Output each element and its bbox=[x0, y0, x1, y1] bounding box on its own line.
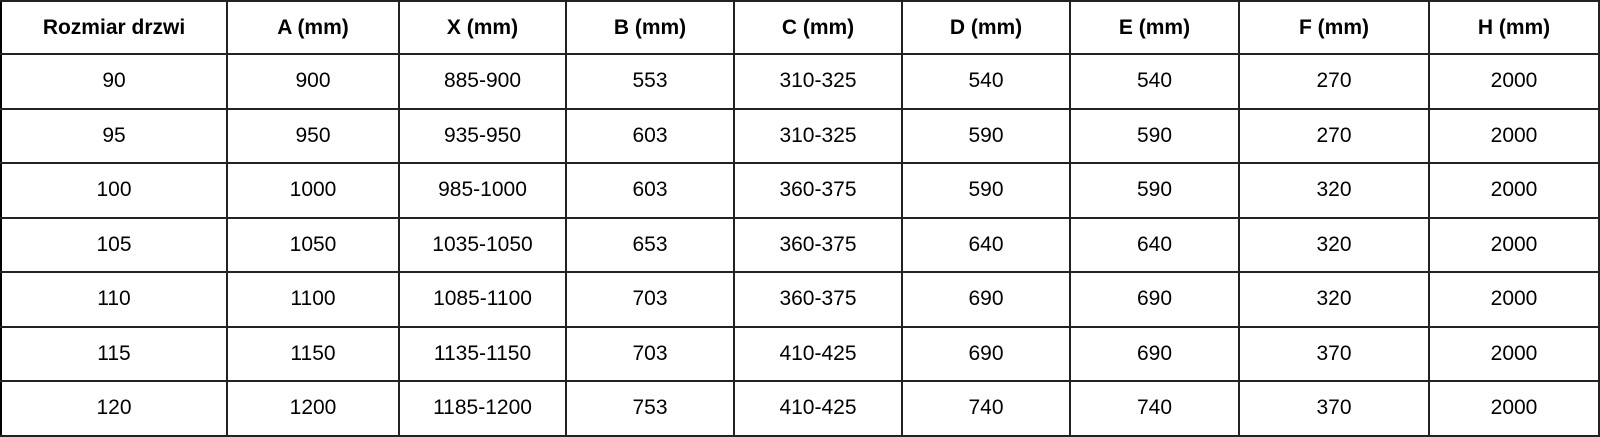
table-cell: 640 bbox=[1069, 216, 1240, 273]
table-cell: 310-325 bbox=[733, 107, 903, 164]
table-cell: 590 bbox=[901, 107, 1071, 164]
table-cell: 2000 bbox=[1428, 380, 1600, 437]
table-cell: 1200 bbox=[226, 380, 400, 437]
table-cell: 590 bbox=[1069, 107, 1240, 164]
table-cell: 885-900 bbox=[398, 53, 567, 110]
table-cell: 1135-1150 bbox=[398, 325, 567, 382]
column-header: B (mm) bbox=[565, 0, 735, 55]
table-row: 95 950 935-950 603 310-325 590 590 270 2000 bbox=[0, 107, 1600, 164]
table-cell: 120 bbox=[0, 380, 228, 437]
table-cell: 1035-1050 bbox=[398, 216, 567, 273]
column-header: X (mm) bbox=[398, 0, 567, 55]
table-cell: 270 bbox=[1238, 53, 1430, 110]
table-cell: 370 bbox=[1238, 325, 1430, 382]
table-cell: 360-375 bbox=[733, 271, 903, 328]
table-cell: 753 bbox=[565, 380, 735, 437]
table-cell: 540 bbox=[901, 53, 1071, 110]
table-cell: 320 bbox=[1238, 162, 1430, 219]
header-row: Rozmiar drzwi A (mm) X (mm) B (mm) C (mm) D (… bbox=[0, 0, 1600, 55]
table-cell: 320 bbox=[1238, 216, 1430, 273]
table-cell: 740 bbox=[1069, 380, 1240, 437]
table-cell: 900 bbox=[226, 53, 400, 110]
column-header: A (mm) bbox=[226, 0, 400, 55]
table-row: 110 1100 1085-1100 703 360-375 690 690 320 2000 bbox=[0, 271, 1600, 328]
table-cell: 590 bbox=[1069, 162, 1240, 219]
table-cell: 2000 bbox=[1428, 162, 1600, 219]
table-cell: 2000 bbox=[1428, 53, 1600, 110]
table-cell: 1150 bbox=[226, 325, 400, 382]
table-row: 100 1000 985-1000 603 360-375 590 590 320 2000 bbox=[0, 162, 1600, 219]
table-cell: 653 bbox=[565, 216, 735, 273]
table-cell: 703 bbox=[565, 325, 735, 382]
table-cell: 740 bbox=[901, 380, 1071, 437]
table-row: 115 1150 1135-1150 703 410-425 690 690 370 2000 bbox=[0, 325, 1600, 382]
table-cell: 1100 bbox=[226, 271, 400, 328]
column-header: F (mm) bbox=[1238, 0, 1430, 55]
table-row: 90 900 885-900 553 310-325 540 540 270 2000 bbox=[0, 53, 1600, 110]
table-cell: 410-425 bbox=[733, 380, 903, 437]
table-cell: 110 bbox=[0, 271, 228, 328]
table-cell: 690 bbox=[901, 271, 1071, 328]
table-cell: 950 bbox=[226, 107, 400, 164]
table-cell: 270 bbox=[1238, 107, 1430, 164]
table-cell: 115 bbox=[0, 325, 228, 382]
table-cell: 603 bbox=[565, 162, 735, 219]
table-row: 120 1200 1185-1200 753 410-425 740 740 370 2000 bbox=[0, 380, 1600, 437]
table-cell: 90 bbox=[0, 53, 228, 110]
table-cell: 2000 bbox=[1428, 216, 1600, 273]
table-cell: 553 bbox=[565, 53, 735, 110]
table-cell: 1085-1100 bbox=[398, 271, 567, 328]
table-cell: 95 bbox=[0, 107, 228, 164]
table-cell: 603 bbox=[565, 107, 735, 164]
table-cell: 690 bbox=[1069, 325, 1240, 382]
table-cell: 360-375 bbox=[733, 216, 903, 273]
table-cell: 690 bbox=[901, 325, 1071, 382]
table-cell: 935-950 bbox=[398, 107, 567, 164]
table-cell: 2000 bbox=[1428, 325, 1600, 382]
table-cell: 1050 bbox=[226, 216, 400, 273]
column-header: D (mm) bbox=[901, 0, 1071, 55]
table-cell: 590 bbox=[901, 162, 1071, 219]
table-cell: 1185-1200 bbox=[398, 380, 567, 437]
table-cell: 310-325 bbox=[733, 53, 903, 110]
table-cell: 360-375 bbox=[733, 162, 903, 219]
table-row: 105 1050 1035-1050 653 360-375 640 640 320 2000 bbox=[0, 216, 1600, 273]
table-cell: 540 bbox=[1069, 53, 1240, 110]
table-cell: 100 bbox=[0, 162, 228, 219]
table-cell: 105 bbox=[0, 216, 228, 273]
column-header: C (mm) bbox=[733, 0, 903, 55]
table-cell: 640 bbox=[901, 216, 1071, 273]
column-header: H (mm) bbox=[1428, 0, 1600, 55]
column-header: Rozmiar drzwi bbox=[0, 0, 228, 55]
table-cell: 410-425 bbox=[733, 325, 903, 382]
table-cell: 2000 bbox=[1428, 271, 1600, 328]
table-cell: 370 bbox=[1238, 380, 1430, 437]
table-cell: 1000 bbox=[226, 162, 400, 219]
table-cell: 2000 bbox=[1428, 107, 1600, 164]
table-cell: 690 bbox=[1069, 271, 1240, 328]
column-header: E (mm) bbox=[1069, 0, 1240, 55]
table-cell: 985-1000 bbox=[398, 162, 567, 219]
table-cell: 703 bbox=[565, 271, 735, 328]
table-cell: 320 bbox=[1238, 271, 1430, 328]
